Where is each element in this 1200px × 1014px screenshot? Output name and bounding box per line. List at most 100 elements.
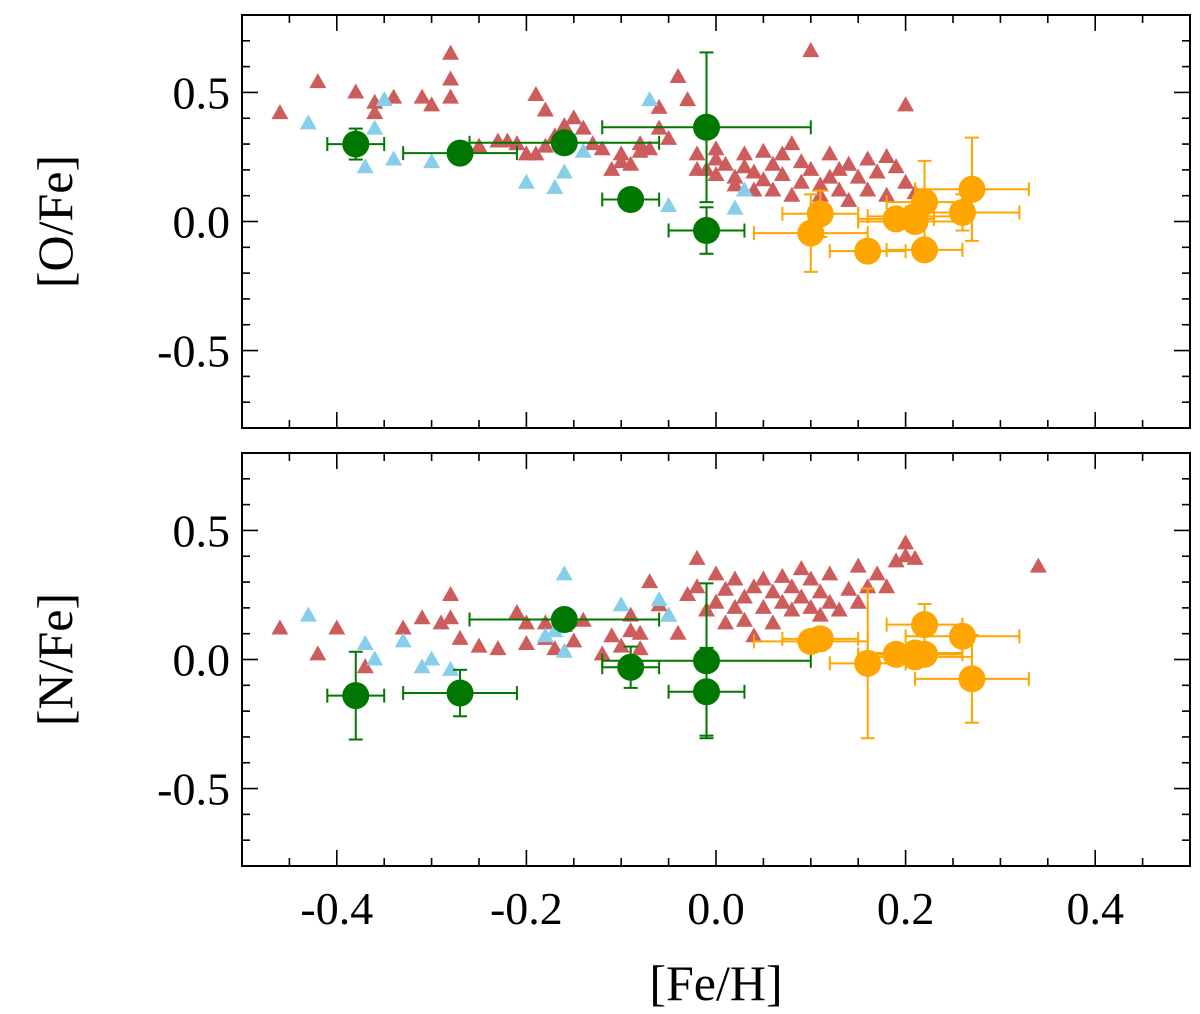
data-point-triangle xyxy=(726,598,744,614)
y-axis-title: [N/Fe] xyxy=(27,593,83,726)
data-point-triangle xyxy=(366,104,384,120)
data-point-circle xyxy=(948,198,976,226)
data-point-triangle xyxy=(897,173,915,189)
data-point-triangle xyxy=(271,619,289,635)
data-point-triangle xyxy=(356,658,374,674)
data-point-triangle xyxy=(641,91,659,107)
data-point-triangle xyxy=(603,160,621,176)
data-point-triangle xyxy=(631,640,649,656)
data-point-triangle xyxy=(802,160,820,176)
y-tick-label: -0.5 xyxy=(157,326,230,377)
data-point-triangle xyxy=(546,178,564,194)
data-point-circle xyxy=(911,640,939,668)
data-point-triangle xyxy=(735,611,753,627)
data-point-circle xyxy=(617,186,645,214)
data-point-triangle xyxy=(1029,557,1047,573)
data-point-triangle xyxy=(385,88,403,104)
data-point-triangle xyxy=(802,570,820,586)
data-point-triangle xyxy=(593,645,611,661)
data-point-triangle xyxy=(897,534,915,550)
data-point-triangle xyxy=(536,627,554,643)
data-point-triangle xyxy=(764,583,782,599)
data-point-triangle xyxy=(849,168,867,184)
data-point-triangle xyxy=(546,640,564,656)
data-point-triangle xyxy=(271,104,289,120)
data-point-triangle xyxy=(299,114,317,130)
data-point-triangle xyxy=(802,42,820,58)
data-point-triangle xyxy=(792,560,810,576)
data-point-triangle xyxy=(764,181,782,197)
data-point-triangle xyxy=(631,624,649,640)
data-point-triangle xyxy=(385,150,403,166)
data-point-triangle xyxy=(660,129,678,145)
data-point-triangle xyxy=(356,158,374,174)
data-point-circle xyxy=(806,200,834,228)
data-point-triangle xyxy=(660,197,678,213)
data-point-triangle xyxy=(830,181,848,197)
data-point-triangle xyxy=(811,583,829,599)
data-point-triangle xyxy=(489,640,507,656)
data-point-triangle xyxy=(754,142,772,158)
data-point-triangle xyxy=(366,119,384,135)
data-point-circle xyxy=(911,236,939,264)
x-tick-label: 0.0 xyxy=(687,883,745,934)
data-point-triangle xyxy=(735,588,753,604)
data-point-triangle xyxy=(707,150,725,166)
data-point-triangle xyxy=(442,44,460,60)
data-point-circle xyxy=(446,139,474,167)
data-point-triangle xyxy=(906,549,924,565)
data-point-circle xyxy=(342,130,370,158)
data-point-triangle xyxy=(859,181,877,197)
data-point-triangle xyxy=(517,614,535,630)
data-point-triangle xyxy=(347,83,365,99)
data-point-triangle xyxy=(726,199,744,215)
data-point-triangle xyxy=(622,155,640,171)
y-axis-title: [O/Fe] xyxy=(27,155,83,288)
data-point-triangle xyxy=(726,176,744,192)
data-point-triangle xyxy=(773,567,791,583)
data-point-triangle xyxy=(470,637,488,653)
data-point-triangle xyxy=(660,606,678,622)
data-point-triangle xyxy=(669,624,687,640)
data-point-triangle xyxy=(309,73,327,89)
data-point-triangle xyxy=(783,601,801,617)
data-point-triangle xyxy=(546,622,564,638)
y-tick-label: 0.0 xyxy=(173,635,231,686)
data-point-triangle xyxy=(849,593,867,609)
data-point-triangle xyxy=(612,153,630,169)
data-point-triangle xyxy=(650,98,668,114)
data-point-triangle xyxy=(536,101,554,117)
data-point-circle xyxy=(948,622,976,650)
data-point-triangle xyxy=(897,96,915,112)
data-point-triangle xyxy=(849,557,867,573)
data-point-triangle xyxy=(707,593,725,609)
x-tick-label: 0.2 xyxy=(877,883,935,934)
data-point-triangle xyxy=(830,601,848,617)
data-point-triangle xyxy=(565,632,583,648)
data-point-triangle xyxy=(783,186,801,202)
data-point-circle xyxy=(693,678,721,706)
data-point-triangle xyxy=(688,549,706,565)
data-point-triangle xyxy=(309,645,327,661)
y-tick-label: 0.5 xyxy=(173,67,231,118)
data-point-triangle xyxy=(679,91,697,107)
data-point-triangle xyxy=(413,658,431,674)
data-point-triangle xyxy=(555,642,573,658)
data-point-triangle xyxy=(811,176,829,192)
y-tick-label: 0.0 xyxy=(173,197,231,248)
data-point-triangle xyxy=(792,588,810,604)
data-point-triangle xyxy=(328,619,346,635)
data-point-circle xyxy=(911,188,939,216)
data-point-triangle xyxy=(527,145,545,161)
data-point-triangle xyxy=(650,591,668,607)
data-point-triangle xyxy=(897,547,915,563)
data-point-circle xyxy=(446,679,474,707)
panel-ofe: 0.5 0.0 -0.5 [O/Fe] xyxy=(27,14,1191,429)
data-point-circle xyxy=(693,217,721,245)
data-point-triangle xyxy=(423,153,441,169)
data-point-triangle xyxy=(432,614,450,630)
data-point-triangle xyxy=(517,635,535,651)
data-point-triangle xyxy=(773,166,791,182)
data-point-triangle xyxy=(726,570,744,586)
